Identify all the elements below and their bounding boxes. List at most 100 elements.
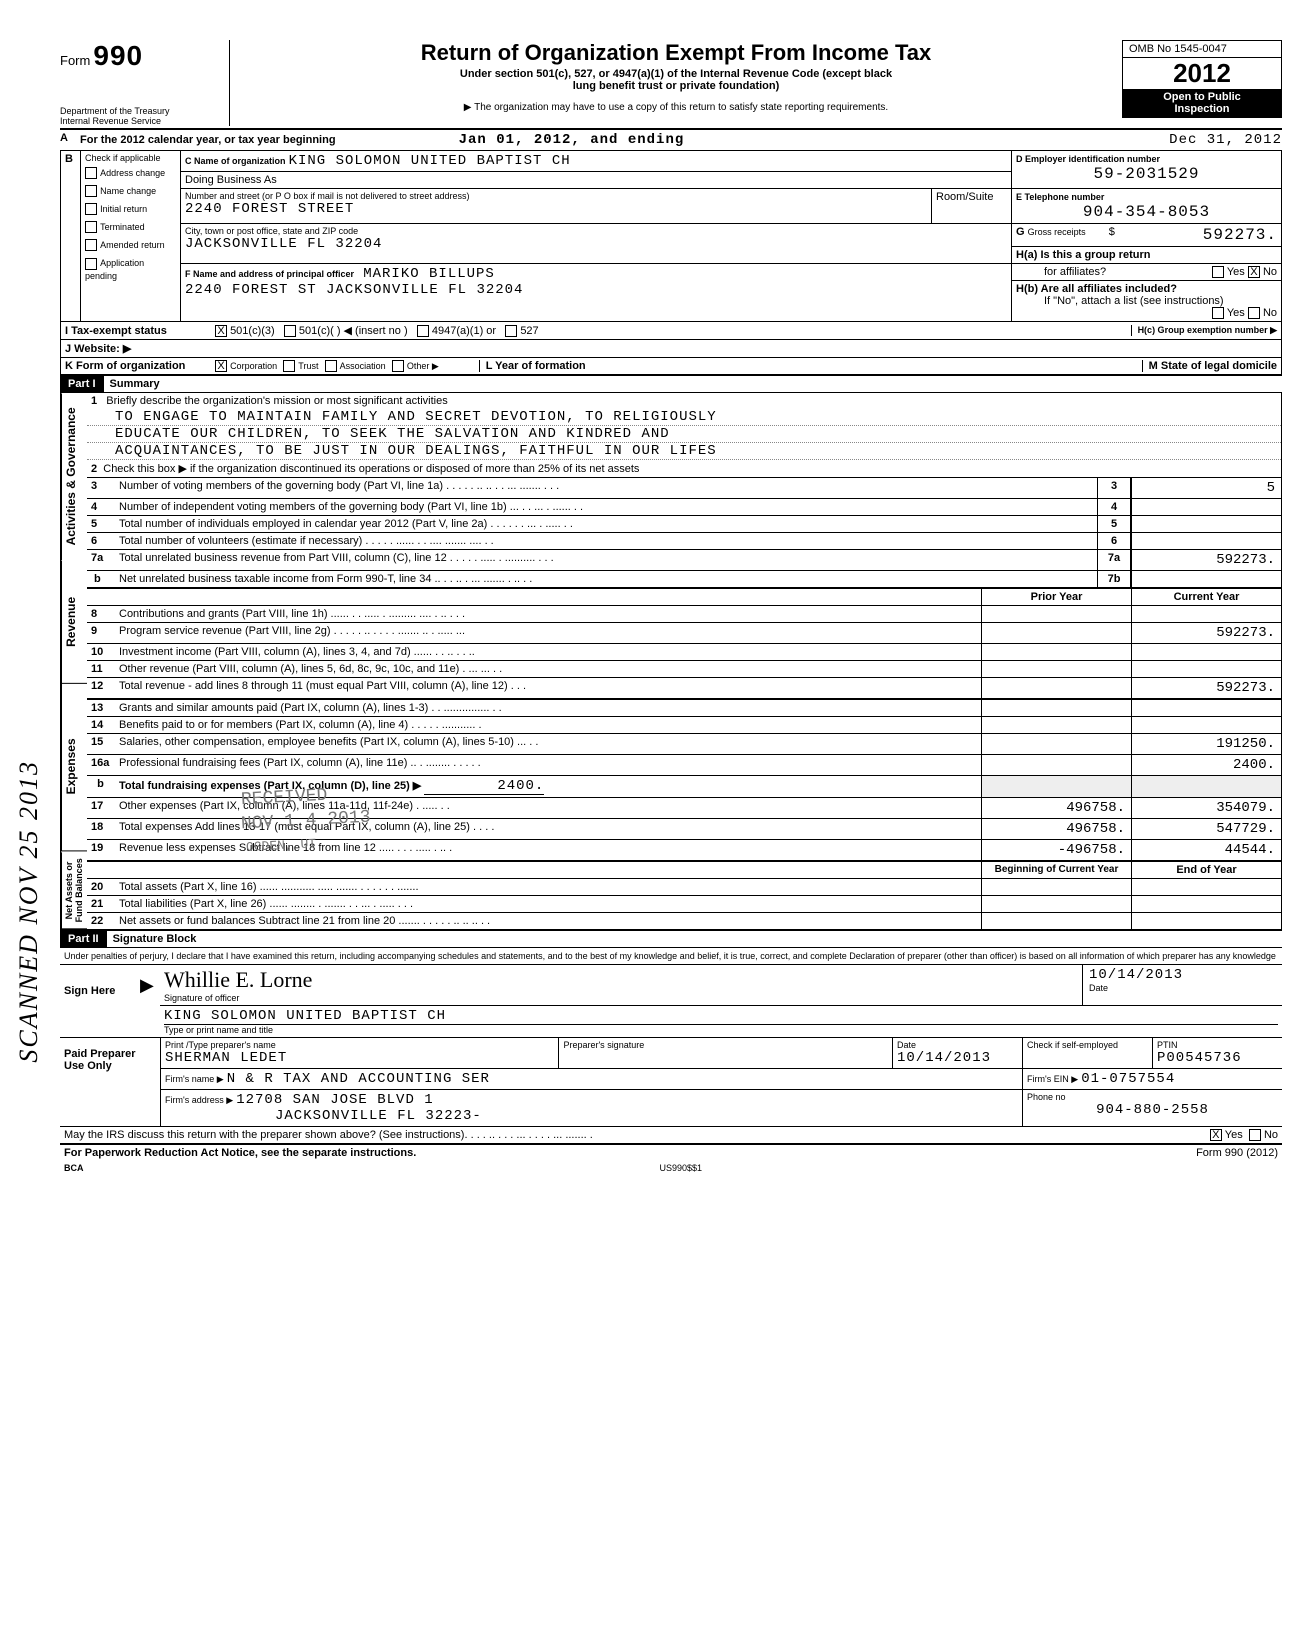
chk-assoc[interactable] [325,360,337,372]
org-name: KING SOLOMON UNITED BAPTIST CH [289,153,571,169]
discuss-text: May the IRS discuss this return with the… [64,1129,1210,1141]
prep-date: 10/14/2013 [897,1050,1018,1066]
street-label: Number and street (or P O box if mail is… [185,191,927,201]
ein-label: Firm's EIN ▶ [1027,1074,1078,1084]
ha-yes-lbl: Yes [1227,266,1245,278]
j-label: J Website: ▶ [65,342,131,355]
chk-amend[interactable] [85,239,97,251]
l22-text: Net assets or fund balances Subtract lin… [115,913,981,929]
form-header: Form 990 Department of the Treasury Inte… [60,40,1282,126]
ha-label: H(a) Is this a group return [1016,249,1150,261]
ha-yes[interactable] [1212,266,1224,278]
street: 2240 FOREST STREET [185,201,927,217]
chk-527[interactable] [505,325,517,337]
header-grid: B Check if applicable Address change Nam… [60,150,1282,322]
open-public-1: Open to Public [1163,91,1241,103]
opt-corp: Corporation [230,361,277,371]
opt-other: Other ▶ [407,361,439,372]
l1-text: Briefly describe the organization's miss… [106,395,447,407]
hb-yes[interactable] [1212,307,1224,319]
chk-501c[interactable] [284,325,296,337]
sig-date: 10/14/2013 [1089,967,1276,983]
l15-val: 191250. [1131,734,1281,754]
footer-code: US990$$1 [659,1163,702,1173]
type-label: Type or print name and title [164,1024,1278,1035]
ha2-label: for affiliates? [1044,266,1106,278]
l18-prior: 496758. [981,819,1131,839]
firm-addr1: 12708 SAN JOSE BLVD 1 [236,1092,433,1108]
l12-text: Total revenue - add lines 8 through 11 (… [115,678,981,698]
form-ref: Form 990 (2012) [1196,1147,1278,1159]
discuss-yes[interactable]: X [1210,1129,1222,1141]
part1-title: Summary [104,378,160,390]
phone: 904-354-8053 [1016,203,1277,221]
c-name-label: C Name of organization [185,156,286,166]
bca: BCA [64,1163,84,1173]
l4-text: Number of independent voting members of … [115,499,1097,515]
chk-name[interactable] [85,185,97,197]
paperwork-text: For Paperwork Reduction Act Notice, see … [64,1147,416,1159]
dba-label: Doing Business As [181,172,1012,189]
chk-term[interactable] [85,221,97,233]
officer-addr: 2240 FOREST ST JACKSONVILLE FL 32204 [185,282,523,298]
opt-4947: 4947(a)(1) or [432,325,496,337]
city: JACKSONVILLE FL 32204 [185,236,1007,252]
subtitle-2: lung benefit trust or private foundation… [242,80,1110,92]
chk-other[interactable] [392,360,404,372]
lbl-name: Name change [100,186,156,196]
chk-app[interactable] [85,258,97,270]
subtitle-1: Under section 501(c), 527, or 4947(a)(1)… [242,68,1110,80]
l2-text: Check this box ▶ if the organization dis… [103,463,639,475]
ha-no[interactable]: X [1248,266,1260,278]
hdr-beg: Beginning of Current Year [981,862,1131,878]
prep-check-label: Check if self-employed [1027,1040,1118,1050]
l7a-text: Total unrelated business revenue from Pa… [115,550,1097,570]
hdr-prior: Prior Year [981,589,1131,605]
copy-note: ▶ The organization may have to use a cop… [242,102,1110,113]
lbl-initial: Initial return [100,204,147,214]
prep-print-label: Print /Type preparer's name [165,1040,554,1050]
officer-signature: Whillie E. Lorne [164,967,1078,993]
col-b-label: B [61,151,81,322]
l20-text: Total assets (Part X, line 16) ...... ..… [115,879,981,895]
opt-501c3: 501(c)(3) [230,325,275,337]
l14-text: Benefits paid to or for members (Part IX… [115,717,981,733]
hb-no-lbl: No [1263,307,1277,319]
firm-name: N & R TAX AND ACCOUNTING SER [227,1071,490,1087]
l19-prior: -496758. [981,840,1131,860]
addr-label: Firm's address ▶ [165,1095,233,1105]
chk-initial[interactable] [85,203,97,215]
m-label: M State of legal domicile [1142,360,1277,372]
hc-label: H(c) Group exemption number ▶ [1131,325,1277,336]
g-dollar: $ [1109,226,1115,238]
hb-no[interactable] [1248,307,1260,319]
l12-val: 592273. [1131,678,1281,698]
row-a-begin: Jan 01, 2012, and ending [459,132,685,148]
firm-phone: 904-880-2558 [1027,1102,1278,1118]
d-label: D Employer identification number [1016,154,1160,164]
chk-trust[interactable] [283,360,295,372]
discuss-no-lbl: No [1264,1129,1278,1141]
form-label: Form [60,53,90,68]
l19-curr: 44544. [1131,840,1281,860]
side-ag: Activities & Governance [61,393,87,560]
sign-here-label: Sign Here [60,965,140,1037]
l16a-text: Professional fundraising fees (Part IX, … [115,755,981,775]
preparer-side-label: Paid Preparer Use Only [60,1038,160,1126]
chk-501c3[interactable]: X [215,325,227,337]
ptin-label: PTIN [1157,1040,1278,1050]
k-label: K Form of organization [65,360,215,372]
officer-print-name: KING SOLOMON UNITED BAPTIST CH [164,1008,1278,1024]
chk-address[interactable] [85,167,97,179]
dept-irs: Internal Revenue Service [60,116,223,126]
tax-year: 2012 [1123,58,1281,89]
chk-4947[interactable] [417,325,429,337]
room-label: Room/Suite [932,189,1012,224]
discuss-no[interactable] [1249,1129,1261,1141]
chk-corp[interactable]: X [215,360,227,372]
prep-date-label: Date [897,1040,1018,1050]
omb-number: OMB No 1545-0047 [1123,41,1281,58]
city-label: City, town or post office, state and ZIP… [185,226,1007,236]
check-if-label: Check if applicable [85,153,176,163]
omb-box: OMB No 1545-0047 2012 Open to Public Ins… [1122,40,1282,118]
